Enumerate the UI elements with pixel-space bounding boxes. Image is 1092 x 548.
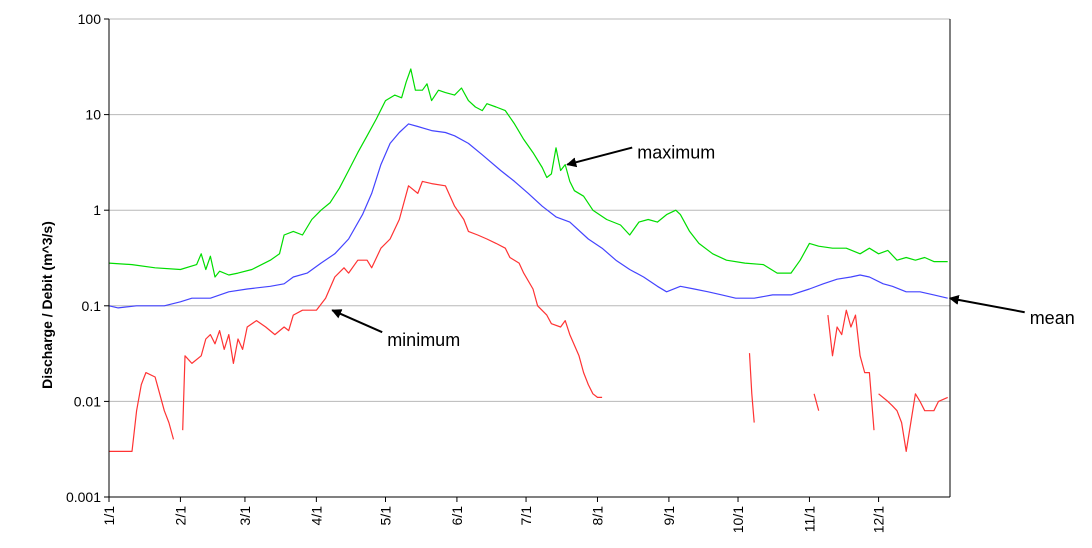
x-tick-label: 10/1 xyxy=(730,506,746,533)
x-tick-label: 9/1 xyxy=(661,506,677,526)
y-tick-label: 100 xyxy=(78,11,102,27)
annotation-label-minimum: minimum xyxy=(387,330,460,350)
x-tick-label: 3/1 xyxy=(237,506,253,526)
axes: 0.001 0.01 0.1 1 10 100 1/1 2/1 3/1 4/1 5/1 6/1 7/1 8… xyxy=(66,11,951,533)
y-tick-label: 0.1 xyxy=(82,298,102,314)
y-tick-label: 0.01 xyxy=(74,393,101,409)
series-minimum-line xyxy=(878,393,948,452)
annotations: maximum minimum mean xyxy=(331,143,1075,350)
series-minimum-line xyxy=(182,180,603,431)
y-tick-label: 0.001 xyxy=(66,489,101,505)
x-tick-label: 4/1 xyxy=(308,506,324,526)
series-mean-line xyxy=(108,123,948,309)
annotation-arrow-minimum xyxy=(331,309,383,334)
annotation-arrow-maximum xyxy=(566,146,633,168)
annotation-label-mean: mean xyxy=(1030,308,1075,328)
series-minimum-line xyxy=(827,309,875,431)
y-tick-label: 1 xyxy=(93,202,101,218)
x-tick-label: 2/1 xyxy=(172,506,188,526)
series-lines xyxy=(108,68,948,452)
x-tick-label: 11/1 xyxy=(801,506,817,532)
y-tick-label: 10 xyxy=(85,107,101,123)
series-minimum-line xyxy=(813,393,820,411)
x-tick-label: 6/1 xyxy=(449,506,465,526)
y-axis-label: Discharge / Debit (m^3/s) xyxy=(39,221,55,389)
plot-area xyxy=(109,19,950,497)
x-tick-label: 7/1 xyxy=(518,506,534,526)
x-tick-label: 5/1 xyxy=(377,506,393,526)
annotation-arrow-mean xyxy=(948,294,1025,314)
gridlines xyxy=(109,18,950,497)
series-minimum-line xyxy=(109,372,175,452)
x-tick-label: 8/1 xyxy=(589,506,605,526)
x-tick-label: 12/1 xyxy=(871,506,887,533)
series-minimum-line xyxy=(748,353,755,423)
series-maximum-line xyxy=(108,68,948,278)
annotation-label-maximum: maximum xyxy=(637,143,715,163)
x-tick-label: 1/1 xyxy=(101,506,117,526)
